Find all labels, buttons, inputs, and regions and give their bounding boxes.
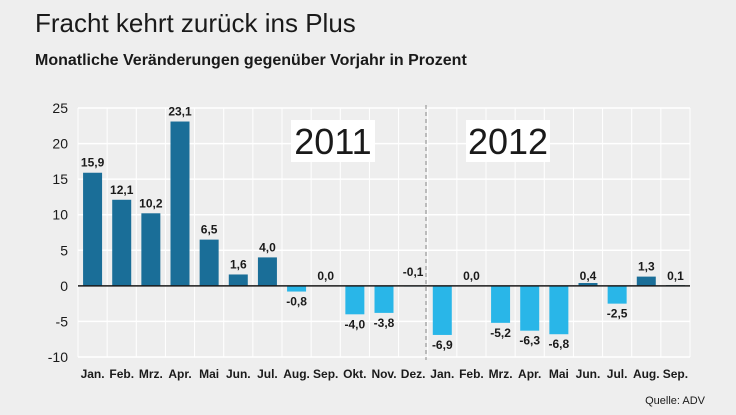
y-tick-label: 15 bbox=[52, 171, 68, 187]
x-tick-label: Apr. bbox=[518, 367, 541, 381]
x-tick-label: Jun. bbox=[226, 367, 251, 381]
value-label: 1,6 bbox=[230, 257, 247, 271]
bar bbox=[432, 285, 452, 335]
bar bbox=[374, 285, 394, 313]
x-tick-label: Feb. bbox=[109, 367, 134, 381]
value-label: 0,0 bbox=[463, 269, 480, 283]
x-tick-label: Aug. bbox=[283, 367, 310, 381]
x-tick-label: Mai bbox=[549, 367, 569, 381]
year-label: 2011 bbox=[294, 121, 371, 162]
chart-title: Fracht kehrt zurück ins Plus bbox=[35, 8, 356, 38]
value-label: 6,5 bbox=[201, 223, 218, 237]
bar bbox=[607, 285, 627, 304]
category-labels: Jan. Feb. Mrz. Apr. Mai Jun. Jul. Aug. Sep. Okt. N… bbox=[81, 367, 689, 381]
source-note: Quelle: ADV bbox=[645, 395, 706, 407]
value-label: 1,3 bbox=[638, 260, 655, 274]
x-tick-label: Mrz. bbox=[139, 367, 163, 381]
y-tick-label: -10 bbox=[48, 349, 68, 365]
bar bbox=[491, 285, 511, 323]
value-label: -3,8 bbox=[374, 316, 395, 330]
y-axis-ticks: 25 20 15 10 5 0 -5 -10 bbox=[48, 100, 68, 365]
bars bbox=[83, 121, 685, 335]
bar bbox=[170, 121, 190, 286]
x-tick-label: Sep. bbox=[663, 367, 688, 381]
bar bbox=[549, 285, 569, 335]
x-tick-label: Nov. bbox=[371, 367, 396, 381]
value-label: -6,9 bbox=[432, 338, 453, 352]
value-label: 0,1 bbox=[667, 269, 684, 283]
x-tick-label: Mrz. bbox=[489, 367, 513, 381]
value-label: 0,0 bbox=[317, 269, 334, 283]
x-tick-label: Apr. bbox=[168, 367, 191, 381]
x-tick-label: Feb. bbox=[459, 367, 484, 381]
year-label-box bbox=[466, 120, 550, 162]
x-tick-label: Okt. bbox=[343, 367, 366, 381]
value-label: -5,2 bbox=[490, 326, 511, 340]
y-tick-label: 0 bbox=[60, 278, 68, 294]
value-label: -6,8 bbox=[549, 337, 570, 351]
bar bbox=[141, 213, 161, 286]
bar bbox=[83, 172, 103, 286]
x-tick-label: Jan. bbox=[430, 367, 454, 381]
year-label-box bbox=[291, 120, 375, 162]
year-label: 2012 bbox=[468, 121, 548, 162]
bar bbox=[578, 283, 598, 286]
bar bbox=[520, 285, 540, 331]
bar bbox=[287, 285, 307, 292]
value-labels: 15,9 12,1 10,2 23,1 6,5 1,6 4,0 -0,8 0,0 -4,0 -3,8… bbox=[81, 105, 684, 352]
x-tick-label: Dez. bbox=[401, 367, 426, 381]
year-labels: 2011 2012 bbox=[291, 120, 550, 162]
y-tick-label: -5 bbox=[56, 313, 69, 329]
y-tick-label: 5 bbox=[60, 242, 68, 258]
value-label: 4,0 bbox=[259, 240, 276, 254]
value-label: -0,8 bbox=[286, 295, 307, 309]
x-tick-label: Jan. bbox=[81, 367, 105, 381]
value-label: -4,0 bbox=[345, 317, 366, 331]
value-label: -0,1 bbox=[403, 265, 424, 279]
bar bbox=[199, 239, 219, 286]
y-tick-label: 20 bbox=[52, 136, 68, 152]
x-tick-label: Jul. bbox=[257, 367, 278, 381]
bar bbox=[257, 257, 277, 286]
value-label: -2,5 bbox=[607, 307, 628, 321]
value-label: 12,1 bbox=[110, 183, 134, 197]
chart-subtitle: Monatliche Veränderungen gegenüber Vorja… bbox=[35, 52, 467, 69]
bar bbox=[228, 274, 248, 286]
x-tick-label: Aug. bbox=[633, 367, 660, 381]
x-tick-label: Jul. bbox=[607, 367, 628, 381]
x-tick-label: Jun. bbox=[576, 367, 601, 381]
bar bbox=[636, 276, 656, 286]
value-label: 23,1 bbox=[168, 105, 192, 119]
value-label: -6,3 bbox=[519, 334, 540, 348]
x-tick-label: Sep. bbox=[313, 367, 338, 381]
x-tick-label: Mai bbox=[199, 367, 219, 381]
value-label: 0,4 bbox=[580, 269, 597, 283]
bar bbox=[112, 199, 132, 286]
value-label: 10,2 bbox=[139, 196, 163, 210]
y-tick-label: 25 bbox=[52, 100, 68, 116]
bar bbox=[345, 285, 365, 315]
y-tick-label: 10 bbox=[52, 207, 68, 223]
value-label: 15,9 bbox=[81, 156, 105, 170]
